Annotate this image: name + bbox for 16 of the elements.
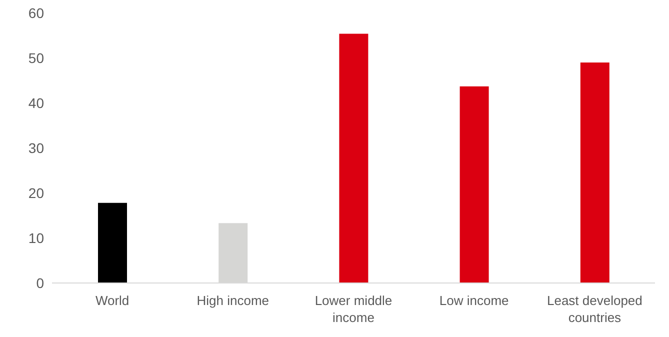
y-tick-label: 10 (28, 230, 44, 246)
x-tick-label: World (95, 293, 130, 308)
y-tick-label: 0 (36, 274, 44, 291)
x-tick-label: High income (196, 293, 270, 308)
y-tick-label: 50 (28, 50, 44, 66)
y-tick-label: 30 (28, 140, 44, 156)
x-tick-label: Lower middle income (314, 293, 392, 325)
bar (580, 62, 610, 283)
y-tick-label: 20 (28, 184, 44, 201)
bar (98, 202, 127, 283)
y-tick-label: 40 (28, 94, 44, 111)
x-tick-label: Least developed countries (546, 293, 642, 325)
x-tick-label: Low income (439, 293, 509, 308)
y-tick-label: 60 (28, 4, 44, 21)
bar (339, 34, 368, 283)
bar (460, 86, 489, 283)
